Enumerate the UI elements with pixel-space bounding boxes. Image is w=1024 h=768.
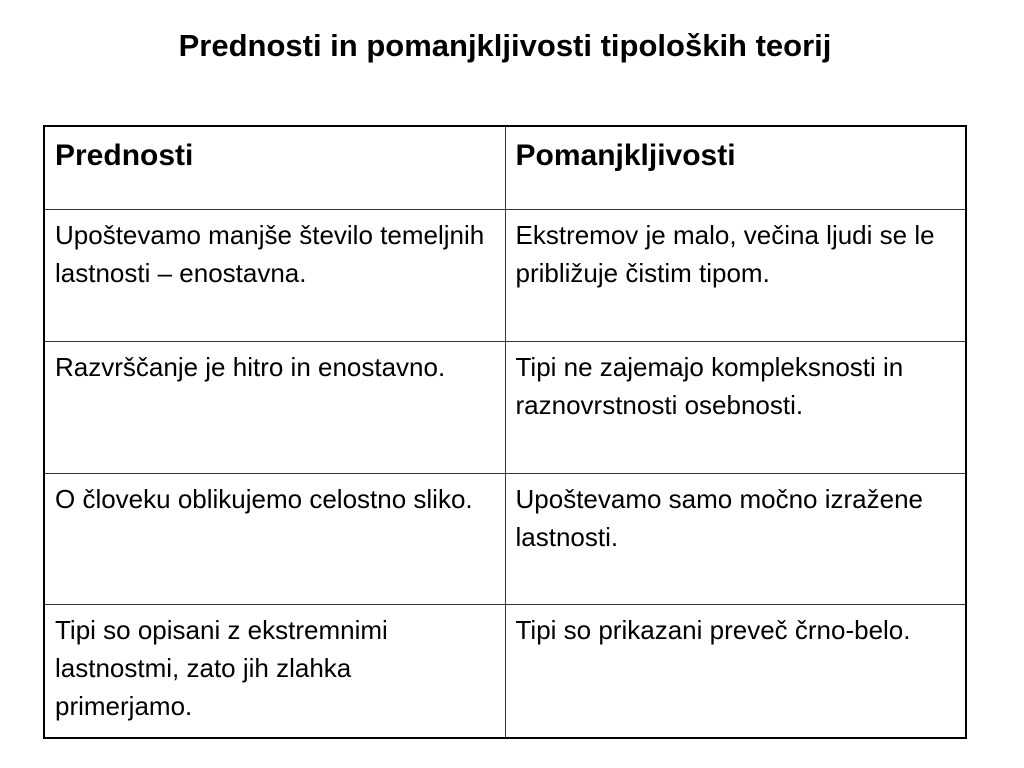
table-row: Upoštevamo manjše število temeljnih last…: [43, 209, 967, 342]
table-header-row: Prednosti Pomanjkljivosti: [43, 125, 967, 210]
table-cell: Tipi ne zajemajo kompleksnosti in raznov…: [504, 341, 967, 474]
table-cell: O človeku oblikujemo celostno sliko.: [43, 473, 506, 605]
table-cell: Ekstremov je malo, večina ljudi se le pr…: [504, 209, 967, 342]
header-prednosti: Prednosti: [43, 125, 506, 210]
comparison-table: Prednosti Pomanjkljivosti Upoštevamo man…: [43, 125, 967, 739]
table-cell: Upoštevamo samo močno izražene lastnosti…: [504, 473, 967, 605]
slide-title: Prednosti in pomanjkljivosti tipoloških …: [178, 28, 832, 63]
table-cell: Razvrščanje je hitro in enostavno.: [43, 341, 506, 474]
header-pomanjkljivosti: Pomanjkljivosti: [504, 125, 967, 210]
table-row: Tipi so opisani z ekstremnimi lastnostmi…: [43, 604, 967, 739]
table-cell: Upoštevamo manjše število temeljnih last…: [43, 209, 506, 342]
table-cell: Tipi so opisani z ekstremnimi lastnostmi…: [43, 604, 506, 739]
table-cell: Tipi so prikazani preveč črno-belo.: [504, 604, 967, 739]
table-row: O človeku oblikujemo celostno sliko. Upo…: [43, 473, 967, 605]
table-row: Razvrščanje je hitro in enostavno. Tipi …: [43, 341, 967, 474]
